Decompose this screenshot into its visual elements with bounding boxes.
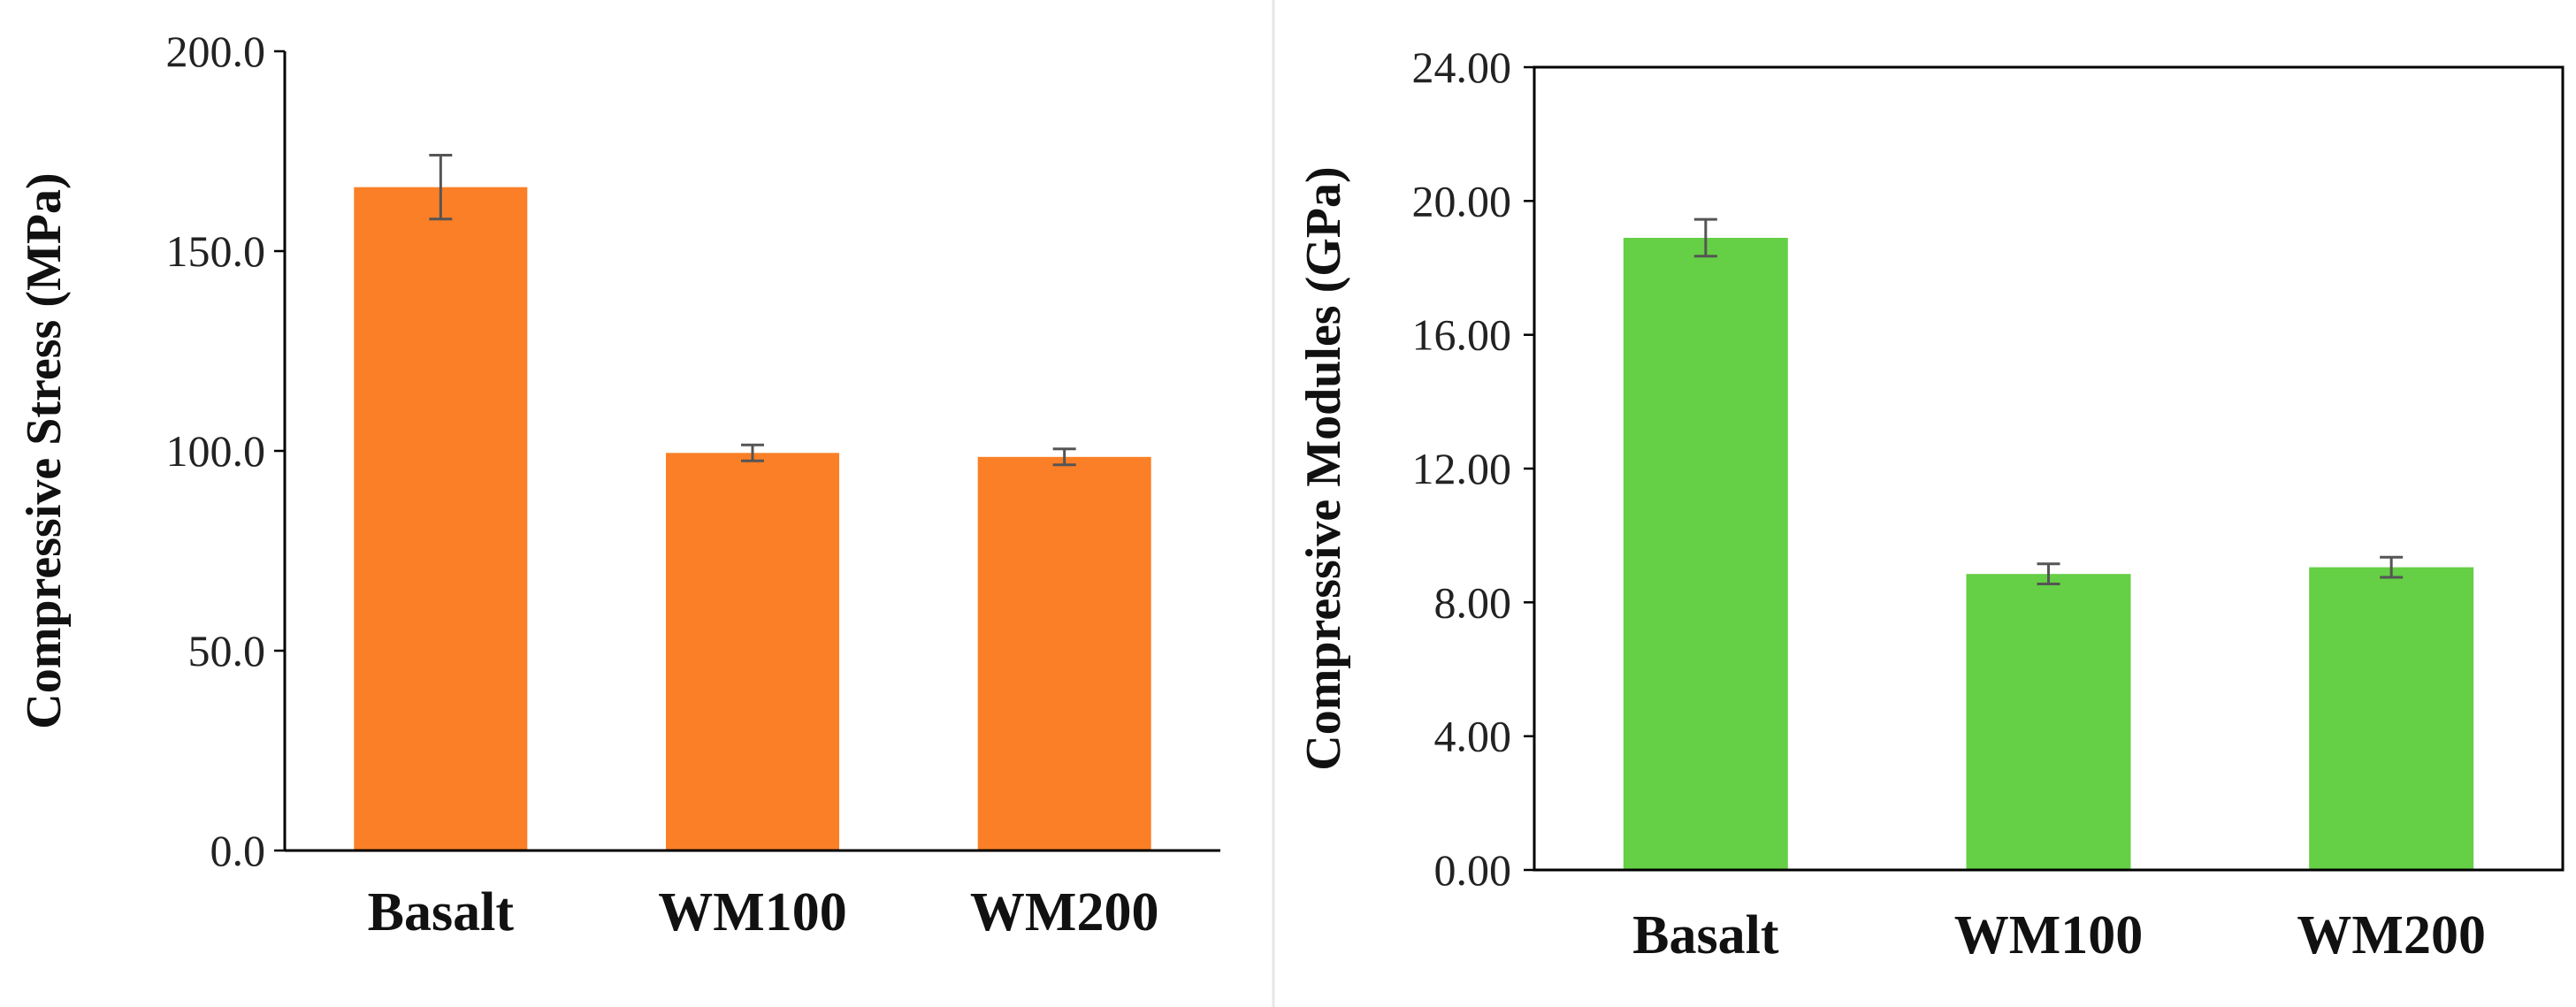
y-tick-label: 8.00 — [1434, 577, 1512, 627]
x-tick-label-wm200: WM200 — [970, 882, 1159, 942]
y-tick-label: 100.0 — [166, 426, 266, 476]
y-tick-label: 12.00 — [1412, 444, 1512, 493]
error-bar-wm200 — [2380, 555, 2404, 579]
x-tick-label-wm100: WM100 — [1954, 905, 2144, 965]
bar-wm200 — [977, 456, 1151, 851]
chart-compressive-stress: Basalt WM100 WM200 0.0 50.0 100.0 150.0 200.0 Co… — [17, 27, 1220, 942]
bar-basalt — [354, 187, 528, 851]
y-axis-title: Compressive Modules (GPa) — [1296, 166, 1351, 770]
x-tick-label-basalt: Basalt — [1632, 905, 1779, 965]
bar-basalt — [1623, 238, 1788, 870]
error-bar-wm100 — [741, 443, 764, 462]
chart-compressive-modules: Basalt WM100 WM200 0.00 4.00 8.00 12.00 16.00 20… — [1296, 42, 2565, 965]
error-bar-basalt — [429, 154, 453, 221]
y-tick-label: 4.00 — [1434, 712, 1512, 761]
y-tick-label: 0.0 — [210, 826, 266, 875]
x-tick-label-wm100: WM100 — [658, 882, 847, 942]
y-tick-label: 20.00 — [1412, 176, 1512, 225]
y-tick-label: 50.0 — [188, 626, 266, 675]
bar-wm100 — [666, 453, 839, 851]
error-bar-wm200 — [1052, 447, 1076, 467]
x-tick-label-basalt: Basalt — [368, 882, 515, 942]
y-axis-title: Compressive Stress (MPa) — [17, 172, 72, 729]
y-tick-label: 16.00 — [1412, 310, 1512, 360]
y-tick-label: 150.0 — [166, 226, 266, 276]
x-tick-label-wm200: WM200 — [2297, 905, 2486, 965]
error-bar-wm100 — [2037, 562, 2060, 585]
y-tick-label: 200.0 — [166, 27, 266, 76]
error-bar-basalt — [1693, 217, 1717, 258]
y-tick-label: 24.00 — [1412, 42, 1512, 92]
y-tick-label: 0.00 — [1434, 845, 1512, 895]
bar-wm200 — [2309, 567, 2474, 870]
bar-wm100 — [1966, 574, 2131, 870]
